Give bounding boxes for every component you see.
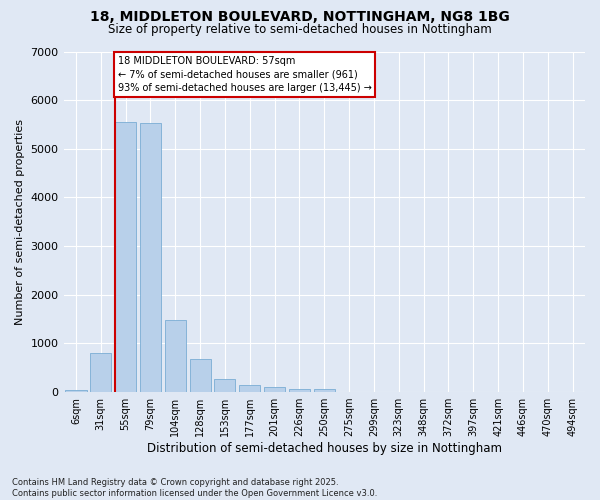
Bar <box>214 380 235 392</box>
Text: Size of property relative to semi-detached houses in Nottingham: Size of property relative to semi-detach… <box>108 22 492 36</box>
Text: 18, MIDDLETON BOULEVARD, NOTTINGHAM, NG8 1BG: 18, MIDDLETON BOULEVARD, NOTTINGHAM, NG8… <box>90 10 510 24</box>
Bar <box>289 388 310 392</box>
Bar <box>90 353 112 392</box>
Bar <box>65 390 86 392</box>
Y-axis label: Number of semi-detached properties: Number of semi-detached properties <box>15 119 25 325</box>
Bar <box>115 122 136 392</box>
Bar <box>314 389 335 392</box>
Bar <box>239 385 260 392</box>
Bar <box>264 387 285 392</box>
Bar <box>165 320 186 392</box>
Text: Contains HM Land Registry data © Crown copyright and database right 2025.
Contai: Contains HM Land Registry data © Crown c… <box>12 478 377 498</box>
X-axis label: Distribution of semi-detached houses by size in Nottingham: Distribution of semi-detached houses by … <box>147 442 502 455</box>
Text: 18 MIDDLETON BOULEVARD: 57sqm
← 7% of semi-detached houses are smaller (961)
93%: 18 MIDDLETON BOULEVARD: 57sqm ← 7% of se… <box>118 56 371 93</box>
Bar <box>190 360 211 392</box>
Bar <box>140 122 161 392</box>
